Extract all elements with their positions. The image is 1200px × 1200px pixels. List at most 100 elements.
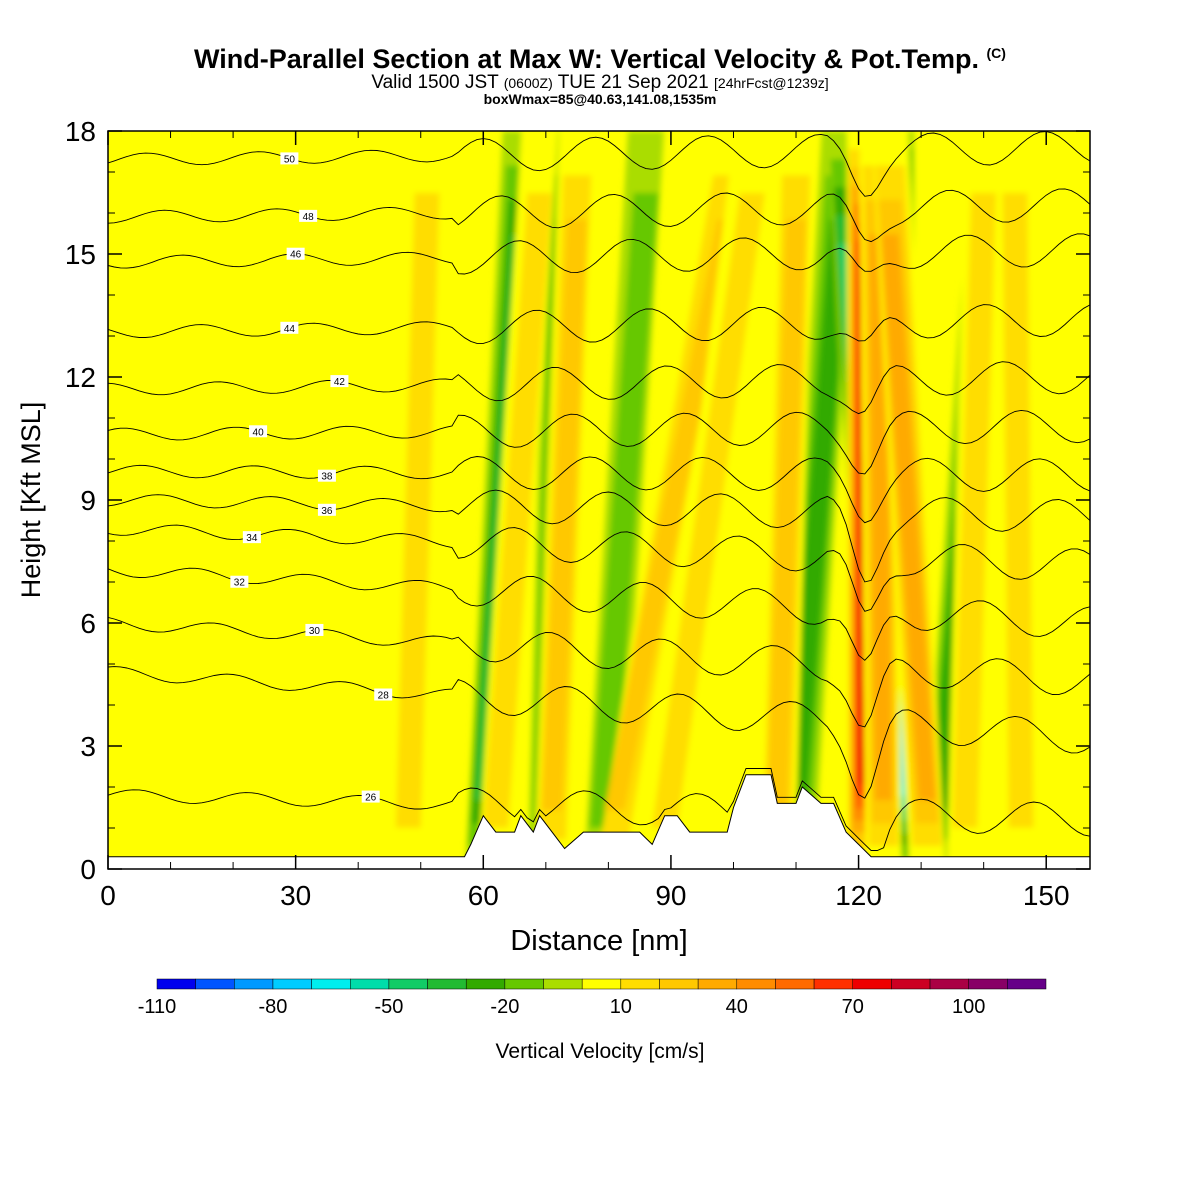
colorbar-tick-label: 70 xyxy=(842,996,864,1018)
contour-label: 50 xyxy=(284,154,296,165)
colorbar-swatch xyxy=(1007,978,1047,990)
theta-contour-line xyxy=(108,233,1090,275)
colorbar-swatch xyxy=(929,978,969,990)
updraft-band-1-level-1 xyxy=(483,192,552,828)
theta-contour-line xyxy=(108,456,1090,524)
colorbar-tick-label: -50 xyxy=(374,996,403,1018)
copyright-mark: (C) xyxy=(986,45,1006,61)
forecast-info: [24hrFcst@1239z] xyxy=(714,75,829,91)
colorbar-swatch xyxy=(775,978,815,990)
colorbar-tick-label: -20 xyxy=(490,996,519,1018)
colorbar-swatch xyxy=(388,978,428,990)
contour-label-background xyxy=(330,375,349,388)
contour-label: 26 xyxy=(365,793,377,804)
colorbar-swatch xyxy=(465,978,506,990)
colorbar-tick-label: -80 xyxy=(259,996,288,1018)
colorbar-swatch xyxy=(968,978,1008,990)
x-tick-label: 0 xyxy=(100,880,116,911)
colorbar-swatch xyxy=(195,978,235,990)
contour-label: 44 xyxy=(284,324,296,335)
chart-title-text: Wind-Parallel Section at Max W: Vertical… xyxy=(194,44,979,74)
theta-contour-line xyxy=(108,409,1090,475)
contour-label: 46 xyxy=(290,250,302,261)
colorbar-tick-label: 10 xyxy=(610,996,632,1018)
contour-label-background xyxy=(280,321,299,334)
updraft-band-10-level-1 xyxy=(1002,192,1034,828)
colorbar-tick-label: -110 xyxy=(138,996,177,1018)
colorbar-tick-label: 100 xyxy=(952,996,985,1018)
updraft-band-5-level-2 xyxy=(767,219,807,810)
updraft-band-4-level-1 xyxy=(652,192,765,828)
contour-label-background xyxy=(242,531,261,544)
colorbar-swatch xyxy=(852,978,892,990)
colorbar-label: Vertical Velocity [cm/s] xyxy=(496,1040,705,1063)
theta-contours: 26 28 30 32 34 36 38 40 42 44 46 48 50 xyxy=(108,131,1090,851)
x-axis-label: Distance [nm] xyxy=(510,925,687,957)
contour-label: 48 xyxy=(303,212,315,223)
valid-time-zulu: (0600Z) xyxy=(503,75,553,91)
theta-contour-line xyxy=(108,188,1090,243)
theta-contour-line xyxy=(108,489,1090,583)
theta-contour-line xyxy=(108,361,1090,415)
contour-label: 38 xyxy=(321,472,333,483)
contour-label-background xyxy=(299,209,318,222)
chart-title: Wind-Parallel Section at Max W: Vertical… xyxy=(0,44,1200,75)
y-tick-label: 18 xyxy=(65,116,96,147)
contour-label: 30 xyxy=(309,626,321,637)
colorbar: -110 -80 -50 -20 10 40 70 100 xyxy=(138,978,1047,1018)
y-tick-label: 15 xyxy=(65,239,96,270)
colorbar-swatch xyxy=(697,978,738,990)
valid-time-prefix: Valid 1500 JST xyxy=(371,72,499,93)
contour-label-background xyxy=(317,469,336,482)
contour-label: 42 xyxy=(334,377,346,388)
contour-label-background xyxy=(286,247,305,260)
vertical-velocity-field xyxy=(108,131,1090,869)
valid-date: TUE 21 Sep 2021 xyxy=(557,72,709,93)
colorbar-swatch xyxy=(659,978,699,990)
chart-subtitle: Valid 1500 JST (0600Z) TUE 21 Sep 2021 [… xyxy=(0,72,1200,94)
y-axis-label: Height [Kft MSL] xyxy=(16,402,46,599)
colorbar-swatch xyxy=(813,978,853,990)
colorbar-swatch xyxy=(272,978,312,990)
contour-label-background xyxy=(361,790,380,803)
terrain-profile xyxy=(107,774,1091,870)
colorbar-swatch xyxy=(350,978,390,990)
contour-label: 28 xyxy=(378,691,390,702)
box-wmax-info: boxWmax=85@40.63,141.08,1535m xyxy=(483,91,717,107)
contour-label-background xyxy=(230,575,249,588)
y-tick-label: 6 xyxy=(80,608,96,639)
theta-contour-line xyxy=(108,131,1090,197)
contour-label: 34 xyxy=(246,533,258,544)
colorbar-swatch xyxy=(620,978,660,990)
y-tick-label: 3 xyxy=(80,731,96,762)
updraft-band-9-level-1 xyxy=(952,192,997,828)
theta-contour-line xyxy=(108,666,1090,799)
x-tick-label: 90 xyxy=(655,880,686,911)
y-tick-label: 12 xyxy=(65,362,96,393)
updraft-band-3-level-2 xyxy=(604,219,738,810)
updraft-band-2-level-2 xyxy=(542,219,588,810)
contour-label: 36 xyxy=(321,506,333,517)
theta-contour-line xyxy=(108,616,1090,728)
updraft-band-0-level-1 xyxy=(395,192,440,828)
x-tick-label: 60 xyxy=(468,880,499,911)
downdraft-band-2-level-1 xyxy=(589,192,659,828)
contour-label-background xyxy=(374,688,393,701)
theta-contour-line xyxy=(108,524,1090,612)
colorbar-swatch xyxy=(504,978,544,990)
contour-label: 32 xyxy=(234,578,246,589)
colorbar-tick-label: 40 xyxy=(726,996,748,1018)
downdraft-band-3-level-2 xyxy=(786,219,850,810)
colorbar-swatch xyxy=(156,978,196,990)
theta-contour-line xyxy=(108,567,1090,661)
colorbar-swatch xyxy=(581,978,622,990)
colorbar-swatch xyxy=(234,978,274,990)
theta-contour-line xyxy=(108,304,1090,344)
updraft-band-8-level-3 xyxy=(881,234,937,801)
x-tick-label: 120 xyxy=(835,880,882,911)
colorbar-swatch xyxy=(427,978,467,990)
y-tick-label: 0 xyxy=(80,854,96,885)
x-tick-label: 150 xyxy=(1023,880,1070,911)
colorbar-swatch xyxy=(736,978,776,990)
